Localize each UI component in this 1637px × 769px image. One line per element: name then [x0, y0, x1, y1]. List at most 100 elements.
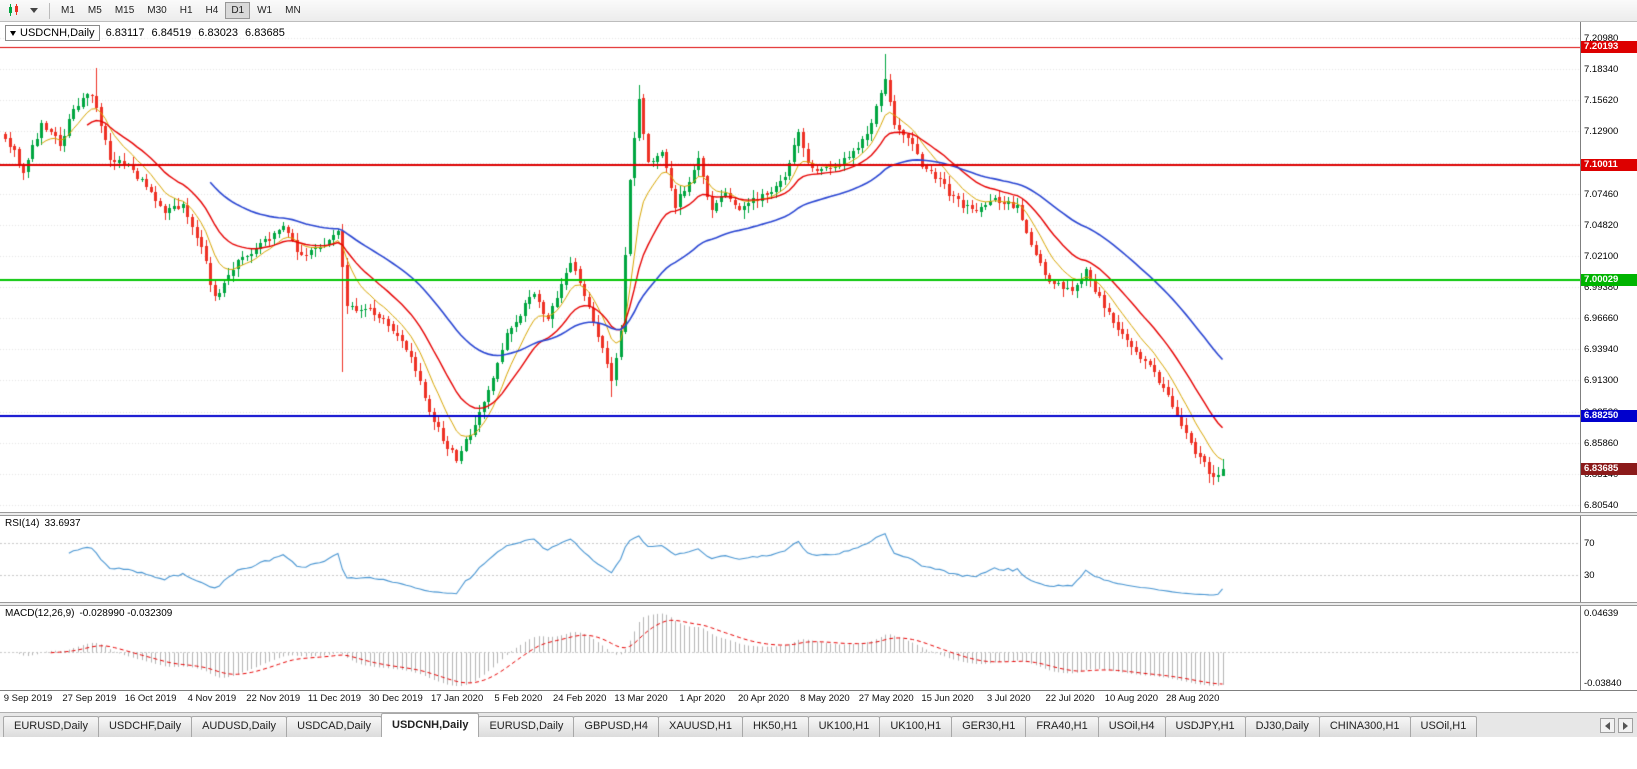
chart-tab-gbpusd-h4[interactable]: GBPUSD,H4 [573, 716, 659, 737]
time-axis-label: 16 Oct 2019 [124, 693, 177, 704]
symbol-dropdown-icon [10, 30, 16, 36]
price-axis-label: 7.07460 [1584, 188, 1619, 200]
toolbar-separator [49, 2, 50, 19]
tab-scroll-controls [1600, 718, 1633, 733]
timeframe-button-h1[interactable]: H1 [179, 5, 193, 16]
price-axis-label: 7.15620 [1584, 95, 1619, 107]
rsi-level-label: 30 [1584, 569, 1595, 581]
timeframe-button-m15[interactable]: M15 [114, 5, 135, 16]
time-axis-label: 10 Aug 2020 [1104, 693, 1159, 704]
chart-tabs-bar: EURUSD,Daily USDCHF,Daily AUDUSD,Daily USDC… [0, 712, 1637, 737]
macd-axis-min-label: -0.03840 [1584, 678, 1622, 689]
price-axis-label: 6.91300 [1584, 375, 1619, 387]
chart-tab-usoil-h4[interactable]: USOil,H4 [1097, 716, 1166, 737]
time-axis-label: 9 Sep 2019 [3, 693, 53, 704]
chart-tabs: EURUSD,Daily USDCHF,Daily AUDUSD,Daily USDC… [0, 713, 1597, 737]
candlestick-chart-canvas[interactable] [0, 22, 1580, 512]
time-axis-label: 30 Dec 2019 [368, 693, 423, 704]
price-axis-label: 7.20980 [1584, 33, 1619, 44]
rsi-chart-canvas[interactable] [0, 516, 1580, 602]
chart-tab-ger30-h1[interactable]: GER30,H1 [951, 716, 1027, 737]
chart-tab-uk100-h1[interactable]: UK100,H1 [879, 716, 953, 737]
chart-area: USDCNH,Daily 6.83117 6.84519 6.83023 6.8… [0, 22, 1637, 706]
chart-tab-usoil-h1[interactable]: USOil,H1 [1409, 716, 1478, 737]
close-value: 6.83685 [245, 27, 285, 39]
price-panel: USDCNH,Daily 6.83117 6.84519 6.83023 6.8… [0, 22, 1637, 512]
chart-tab-eurusd-daily[interactable]: EURUSD,Daily [478, 716, 575, 737]
candlestick-icon-graphic [9, 4, 18, 16]
right-triangle-glyph [1623, 721, 1628, 730]
time-axis-label: 28 Aug 2020 [1166, 693, 1220, 704]
low-value: 6.83023 [198, 27, 239, 39]
rsi-level-label: 70 [1584, 538, 1595, 550]
open-value: 6.83117 [105, 27, 145, 39]
timeframe-button-w1[interactable]: W1 [257, 5, 273, 16]
timeframe-toolbar: M1 M5 M15 M30 H1 H4 D1 W1 MN [0, 0, 1637, 22]
time-axis[interactable]: 9 Sep 2019 27 Sep 2019 16 Oct 2019 4 Nov 20… [0, 690, 1637, 706]
price-axis-label: 6.85860 [1584, 437, 1619, 449]
price-axis-label: 7.02100 [1584, 250, 1619, 262]
chart-title: USDCNH,Daily 6.83117 6.84519 6.83023 6.8… [5, 25, 285, 41]
chart-tab-usdcnh-daily[interactable]: USDCNH,Daily [381, 713, 480, 737]
price-axis[interactable]: 7.209807.183407.156207.129007.101807.074… [1580, 22, 1637, 512]
rsi-axis: 70 30 [1580, 516, 1637, 602]
price-axis-label: 7.04820 [1584, 219, 1619, 231]
time-axis-label: 1 Apr 2020 [679, 693, 726, 704]
tab-scroll-right-icon[interactable] [1618, 718, 1633, 733]
timeframe-button-d1[interactable]: D1 [225, 2, 251, 19]
price-badge: 6.83685 [1581, 463, 1637, 475]
chart-tab-fra40-h1[interactable]: FRA40,H1 [1025, 716, 1099, 737]
time-axis-label: 22 Jul 2020 [1045, 693, 1095, 704]
timeframe-button-h4[interactable]: H4 [205, 5, 219, 16]
price-badge: 7.20193 [1581, 41, 1637, 53]
time-axis-label: 8 May 2020 [800, 693, 850, 704]
macd-panel: MACD(12,26,9) -0.028990 -0.032309 0.0463… [0, 606, 1637, 690]
price-badge: 6.88250 [1581, 410, 1637, 422]
chart-tab-uk100-h1[interactable]: UK100,H1 [807, 716, 881, 737]
timeframe-button-mn[interactable]: MN [285, 5, 301, 16]
chart-tab-hk50-h1[interactable]: HK50,H1 [741, 716, 809, 737]
price-axis-label: 6.80540 [1584, 500, 1619, 511]
time-axis-label: 3 Jul 2020 [986, 693, 1031, 704]
price-axis-label: 7.12900 [1584, 126, 1619, 138]
price-axis-label: 7.18340 [1584, 64, 1619, 76]
price-axis-label: 6.99380 [1584, 282, 1619, 294]
macd-name: MACD(12,26,9) [5, 608, 75, 619]
panel-splitter[interactable] [0, 602, 1637, 606]
chart-tab-usdcad-daily[interactable]: USDCAD,Daily [286, 716, 383, 737]
chart-tab-audusd-daily[interactable]: AUDUSD,Daily [191, 716, 288, 737]
timeframe-button-m1[interactable]: M1 [61, 5, 75, 16]
timeframe-buttons-group: M1 M5 M15 M30 H1 H4 D1 W1 MN [55, 2, 307, 19]
chart-tab-xauusd-h1[interactable]: XAUUSD,H1 [657, 716, 743, 737]
chart-tab-china300-h1[interactable]: CHINA300,H1 [1318, 716, 1411, 737]
price-badge: 7.10011 [1581, 159, 1637, 171]
panel-splitter[interactable] [0, 512, 1637, 516]
price-axis-label: 6.96660 [1584, 313, 1619, 325]
time-axis-label: 27 May 2020 [858, 693, 914, 704]
macd-axis-max-label: 0.04639 [1584, 608, 1619, 619]
chart-tab-eurusd-daily[interactable]: EURUSD,Daily [3, 716, 99, 737]
price-badge: 7.00029 [1581, 274, 1637, 286]
timeframe-button-m5[interactable]: M5 [87, 5, 102, 16]
time-axis-label: 5 Feb 2020 [494, 693, 543, 704]
timeframe-button-m30[interactable]: M30 [147, 5, 167, 16]
time-axis-label: 13 Mar 2020 [614, 693, 668, 704]
chart-tab-usdjpy-h1[interactable]: USDJPY,H1 [1164, 716, 1246, 737]
macd-chart-canvas[interactable] [0, 606, 1580, 690]
time-axis-label: 20 Apr 2020 [737, 693, 790, 704]
caret-glyph [30, 8, 38, 13]
chart-tab-usdchf-daily[interactable]: USDCHF,Daily [97, 716, 193, 737]
chart-tab-dj30-daily[interactable]: DJ30,Daily [1244, 716, 1320, 737]
time-axis-label: 24 Feb 2020 [553, 693, 607, 704]
chevron-down-icon[interactable] [24, 2, 44, 20]
symbol-selector[interactable]: USDCNH,Daily [5, 25, 100, 41]
tab-scroll-left-icon[interactable] [1600, 718, 1615, 733]
time-axis-label: 27 Sep 2019 [62, 693, 117, 704]
time-axis-label: 15 Jun 2020 [921, 693, 974, 704]
rsi-name: RSI(14) [5, 518, 40, 529]
ohlc-values: 6.83117 6.84519 6.83023 6.83685 [106, 27, 285, 39]
price-axis-label: 6.93940 [1584, 344, 1619, 356]
rsi-panel: RSI(14) 33.6937 70 30 [0, 516, 1637, 602]
candlestick-chart-type-icon[interactable] [4, 2, 24, 20]
